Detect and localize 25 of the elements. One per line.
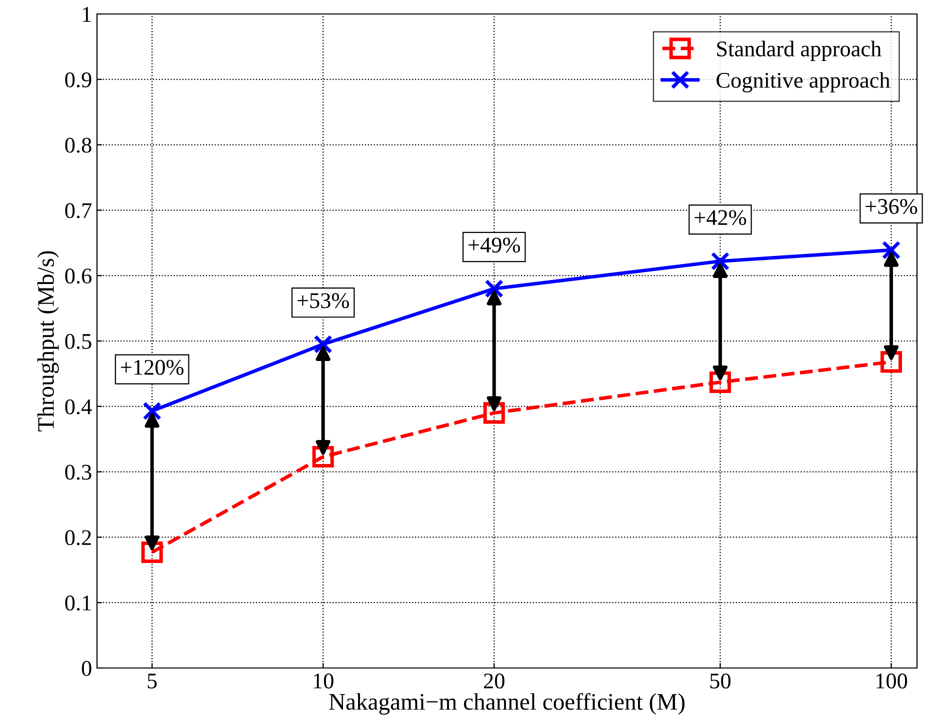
x-axis-title: Nakagami−m channel coefficient (M) — [329, 693, 684, 715]
y-tick-label: 0.7 — [65, 203, 92, 218]
annotation: +36% — [866, 198, 918, 214]
y-axis-title: Throughput (Mb/s) — [37, 251, 59, 432]
x-tick-label: 20 — [484, 674, 504, 688]
y-tick-label: 0.8 — [65, 138, 92, 153]
annotation: +53% — [298, 293, 349, 308]
legend-label: Cognitive approach — [716, 72, 890, 92]
legend-label: Standard approach — [717, 40, 882, 61]
y-tick-label: 0.2 — [65, 530, 91, 546]
y-tick-label: 0.4 — [65, 399, 92, 414]
x-tick-label: 100 — [876, 674, 908, 688]
y-tick-label: 1 — [82, 7, 91, 22]
y-tick-label: 0.1 — [65, 596, 91, 611]
y-tick-label: 0.6 — [65, 268, 92, 284]
annotation: +120% — [120, 360, 184, 375]
x-tick-label: 10 — [314, 674, 334, 688]
y-tick-label: 0.3 — [65, 464, 92, 480]
x-tick-label: 50 — [710, 674, 730, 688]
y-tick-label: 0 — [82, 660, 92, 676]
annotation: +42% — [694, 210, 746, 226]
y-tick-label: 0.5 — [65, 334, 92, 350]
y-tick-label: 0.9 — [65, 72, 92, 88]
x-tick-label: 5 — [148, 674, 157, 688]
annotation: +49% — [468, 238, 520, 253]
